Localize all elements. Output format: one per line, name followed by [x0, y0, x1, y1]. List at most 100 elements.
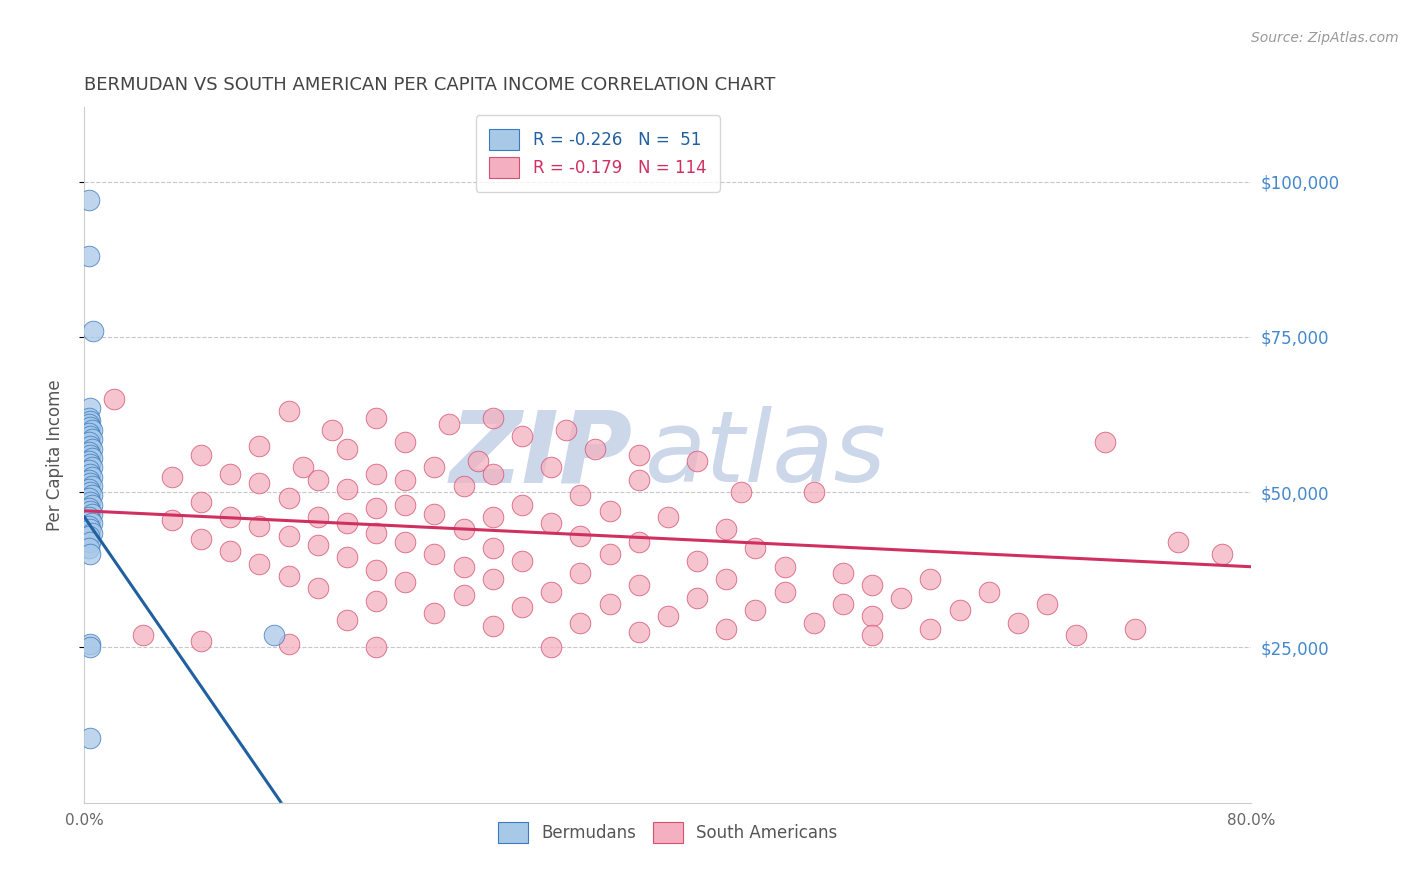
Point: [249, 519, 271, 533]
Point: [1066, 628, 1088, 642]
Text: atlas: atlas: [644, 407, 886, 503]
Point: [569, 566, 592, 580]
Point: [249, 475, 271, 490]
Point: [540, 516, 562, 531]
Point: [80, 433, 103, 447]
Point: [79, 494, 101, 508]
Point: [132, 628, 155, 642]
Point: [77, 463, 100, 477]
Point: [82, 324, 104, 338]
Y-axis label: Per Capita Income: Per Capita Income: [45, 379, 63, 531]
Point: [77, 426, 100, 441]
Point: [510, 429, 533, 443]
Point: [80, 507, 103, 521]
Point: [366, 640, 388, 655]
Point: [79, 640, 101, 655]
Point: [79, 420, 101, 434]
Point: [77, 510, 100, 524]
Point: [627, 534, 650, 549]
Point: [599, 597, 621, 611]
Point: [860, 628, 883, 642]
Point: [773, 584, 796, 599]
Point: [949, 603, 972, 617]
Point: [453, 523, 475, 537]
Point: [569, 529, 592, 543]
Point: [540, 460, 562, 475]
Point: [77, 193, 100, 207]
Point: [79, 414, 101, 428]
Point: [482, 541, 505, 555]
Point: [103, 392, 125, 406]
Point: [79, 467, 101, 481]
Point: [744, 541, 766, 555]
Point: [79, 547, 101, 561]
Point: [510, 553, 533, 567]
Point: [307, 582, 329, 596]
Point: [77, 482, 100, 496]
Point: [920, 572, 942, 586]
Point: [336, 550, 359, 565]
Point: [366, 410, 388, 425]
Point: [716, 622, 738, 636]
Point: [80, 469, 103, 483]
Point: [77, 541, 100, 555]
Text: Source: ZipAtlas.com: Source: ZipAtlas.com: [1251, 31, 1399, 45]
Point: [77, 410, 100, 425]
Point: [160, 469, 183, 483]
Point: [77, 445, 100, 459]
Point: [77, 417, 100, 431]
Point: [423, 507, 446, 521]
Point: [467, 454, 489, 468]
Point: [77, 473, 100, 487]
Point: [277, 569, 299, 583]
Point: [79, 439, 101, 453]
Point: [686, 591, 709, 605]
Point: [77, 519, 100, 533]
Point: [263, 628, 285, 642]
Point: [292, 460, 315, 475]
Point: [627, 578, 650, 592]
Point: [686, 454, 709, 468]
Point: [366, 467, 388, 481]
Point: [307, 473, 329, 487]
Point: [890, 591, 912, 605]
Point: [453, 479, 475, 493]
Point: [1007, 615, 1029, 630]
Point: [657, 609, 679, 624]
Point: [510, 600, 533, 615]
Point: [394, 435, 416, 450]
Point: [599, 547, 621, 561]
Point: [77, 491, 100, 506]
Point: [1211, 547, 1233, 561]
Point: [79, 457, 101, 471]
Point: [832, 597, 855, 611]
Point: [627, 473, 650, 487]
Point: [77, 500, 100, 515]
Point: [79, 534, 101, 549]
Point: [366, 594, 388, 608]
Point: [366, 500, 388, 515]
Point: [77, 435, 100, 450]
Point: [80, 442, 103, 456]
Point: [920, 622, 942, 636]
Point: [977, 584, 1000, 599]
Point: [190, 532, 212, 546]
Point: [79, 523, 101, 537]
Point: [79, 475, 101, 490]
Point: [453, 588, 475, 602]
Point: [80, 498, 103, 512]
Point: [423, 547, 446, 561]
Point: [190, 448, 212, 462]
Point: [336, 482, 359, 496]
Point: [79, 504, 101, 518]
Point: [80, 525, 103, 540]
Point: [627, 624, 650, 639]
Point: [1167, 534, 1189, 549]
Point: [482, 572, 505, 586]
Point: [540, 584, 562, 599]
Point: [569, 615, 592, 630]
Point: [730, 485, 752, 500]
Point: [482, 510, 505, 524]
Point: [80, 479, 103, 493]
Point: [627, 448, 650, 462]
